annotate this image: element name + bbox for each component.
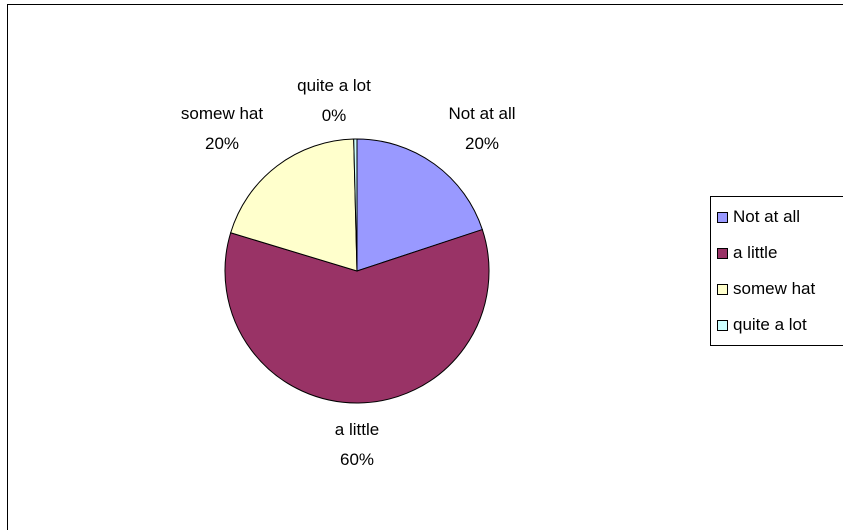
- legend-swatch-not-at-all: [717, 211, 728, 223]
- slice-pct-a-little: 60%: [340, 450, 374, 469]
- pie-slice-quite-a-lot: [353, 138, 358, 272]
- legend-label-somewhat: somew hat: [733, 279, 816, 298]
- legend-label-not-at-all: Not at all: [733, 207, 801, 226]
- legend-swatch-a-little: [717, 247, 728, 259]
- legend-item-quite-a-lot: quite a lot: [717, 315, 807, 335]
- pie-slice-a-little: [224, 228, 490, 404]
- slice-pct-not-at-all: 20%: [465, 134, 499, 153]
- slice-label-quite-a-lot: quite a lot: [297, 76, 371, 95]
- slice-pct-somewhat: 20%: [205, 134, 239, 153]
- slice-pct-quite-a-lot: 0%: [322, 106, 347, 125]
- slice-label-not-at-all: Not at all: [448, 104, 515, 123]
- pie-chart: Not at all 20% a little 60% somew hat 20% quit…: [181, 76, 516, 469]
- slice-label-a-little: a little: [335, 420, 379, 439]
- pie-slice-somewhat: [230, 138, 358, 272]
- legend-swatch-somewhat: [717, 283, 728, 295]
- pie-slice-not-at-all: [356, 138, 483, 272]
- chart-area: Not at all 20% a little 60% somew hat 20% quit…: [7, 4, 843, 530]
- legend-label-quite-a-lot: quite a lot: [733, 315, 807, 334]
- legend-label-a-little: a little: [733, 243, 778, 262]
- slice-label-somewhat: somew hat: [181, 104, 263, 123]
- legend: Not at all a little somew hat quite a lo…: [710, 196, 843, 346]
- legend-swatch-quite-a-lot: [717, 319, 728, 331]
- legend-item-somewhat: somew hat: [717, 279, 815, 299]
- legend-item-a-little: a little: [717, 243, 777, 263]
- legend-item-not-at-all: Not at all: [717, 207, 800, 227]
